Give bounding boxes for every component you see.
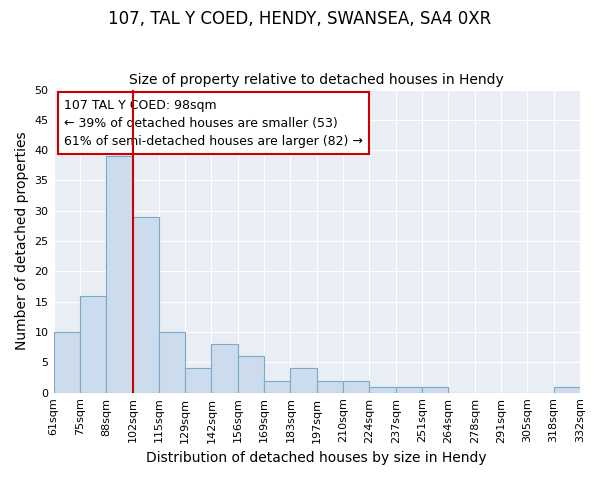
Bar xyxy=(317,380,343,392)
Bar xyxy=(396,386,422,392)
Text: 107, TAL Y COED, HENDY, SWANSEA, SA4 0XR: 107, TAL Y COED, HENDY, SWANSEA, SA4 0XR xyxy=(109,10,491,28)
Bar xyxy=(159,332,185,392)
Bar xyxy=(211,344,238,393)
Bar xyxy=(422,386,448,392)
Bar xyxy=(238,356,264,392)
Bar xyxy=(343,380,370,392)
Bar xyxy=(185,368,211,392)
Y-axis label: Number of detached properties: Number of detached properties xyxy=(15,132,29,350)
Bar xyxy=(133,217,159,392)
Bar xyxy=(106,156,133,392)
Bar xyxy=(370,386,396,392)
Bar xyxy=(554,386,580,392)
Text: 107 TAL Y COED: 98sqm
← 39% of detached houses are smaller (53)
61% of semi-deta: 107 TAL Y COED: 98sqm ← 39% of detached … xyxy=(64,98,363,148)
Bar xyxy=(53,332,80,392)
Title: Size of property relative to detached houses in Hendy: Size of property relative to detached ho… xyxy=(130,73,504,87)
X-axis label: Distribution of detached houses by size in Hendy: Distribution of detached houses by size … xyxy=(146,451,487,465)
Bar xyxy=(264,380,290,392)
Bar xyxy=(290,368,317,392)
Bar xyxy=(80,296,106,392)
